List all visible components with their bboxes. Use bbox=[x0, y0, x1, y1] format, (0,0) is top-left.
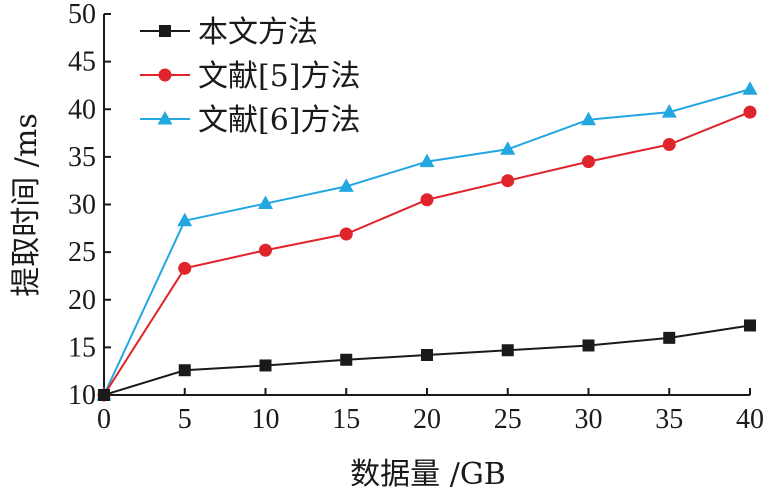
series-layer bbox=[96, 81, 758, 402]
x-tick-label: 5 bbox=[178, 404, 192, 435]
data-point bbox=[742, 81, 758, 95]
data-point bbox=[661, 104, 677, 118]
data-point bbox=[338, 178, 354, 192]
x-axis-ticks: 0 5 10 15 20 25 30 35 40 bbox=[97, 388, 764, 435]
data-point bbox=[258, 195, 273, 210]
legend-item-1: 本文方法 bbox=[140, 15, 318, 50]
y-axis-title: 提取时间 /ms bbox=[9, 113, 44, 297]
data-point bbox=[501, 174, 515, 188]
data-point bbox=[500, 141, 516, 155]
data-point bbox=[339, 227, 353, 241]
x-tick-label: 20 bbox=[413, 404, 441, 435]
x-tick-label: 10 bbox=[252, 404, 280, 435]
y-tick-label: 20 bbox=[68, 285, 96, 316]
data-point bbox=[259, 243, 272, 257]
data-point bbox=[421, 348, 433, 361]
x-tick-label: 35 bbox=[655, 404, 683, 435]
y-tick-label: 30 bbox=[68, 190, 96, 221]
legend-item-3: 文献[6]方法 bbox=[140, 103, 361, 138]
x-tick-label: 15 bbox=[332, 404, 360, 435]
y-tick-label: 15 bbox=[68, 332, 96, 363]
y-tick-label: 10 bbox=[68, 380, 96, 411]
x-tick-label: 25 bbox=[494, 404, 522, 435]
data-point bbox=[744, 319, 756, 332]
legend-marker bbox=[158, 68, 172, 82]
y-axis-ticks: 10 15 20 25 30 35 40 45 50 bbox=[68, 0, 111, 411]
data-point bbox=[178, 364, 191, 377]
data-point bbox=[420, 193, 434, 207]
series-1 bbox=[98, 319, 756, 401]
x-tick-label: 0 bbox=[97, 404, 111, 435]
data-point bbox=[743, 105, 757, 119]
legend-label: 文献[5]方法 bbox=[198, 59, 361, 94]
data-point bbox=[178, 261, 192, 275]
legend-item-2: 文献[5]方法 bbox=[140, 59, 361, 94]
data-point bbox=[582, 339, 595, 352]
data-point bbox=[663, 331, 676, 344]
data-point bbox=[98, 389, 110, 401]
data-point bbox=[662, 137, 676, 151]
y-tick-label: 50 bbox=[68, 0, 96, 30]
legend-marker bbox=[159, 25, 171, 37]
data-point bbox=[582, 155, 595, 169]
x-tick-label: 40 bbox=[736, 404, 764, 435]
data-point bbox=[419, 153, 435, 168]
x-axis-title: 数据量 /GB bbox=[350, 457, 506, 492]
data-point bbox=[581, 111, 596, 126]
data-point bbox=[177, 212, 193, 227]
legend-marker bbox=[157, 111, 173, 125]
y-tick-label: 40 bbox=[68, 94, 96, 125]
y-tick-label: 45 bbox=[68, 47, 96, 78]
y-tick-label: 25 bbox=[68, 237, 96, 268]
legend-label: 文献[6]方法 bbox=[198, 103, 361, 138]
data-point bbox=[259, 359, 272, 372]
y-tick-label: 35 bbox=[68, 142, 96, 173]
legend-label: 本文方法 bbox=[198, 15, 318, 50]
x-tick-label: 30 bbox=[575, 404, 603, 435]
data-point bbox=[340, 353, 353, 366]
data-point bbox=[501, 344, 514, 357]
